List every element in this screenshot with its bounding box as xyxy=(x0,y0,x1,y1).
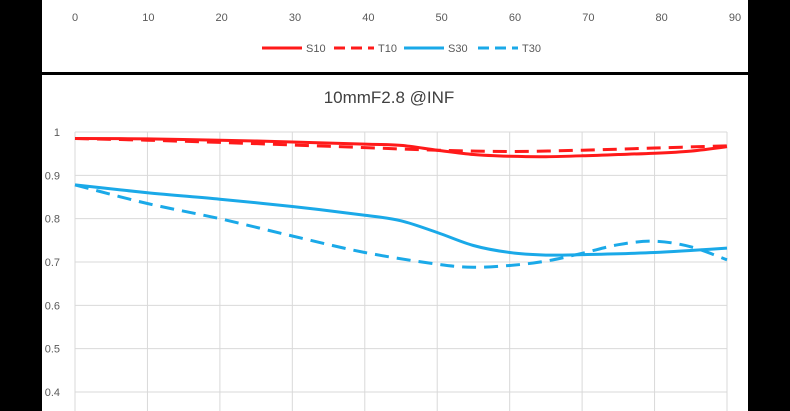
legend-label-t30: T30 xyxy=(522,43,541,55)
y-tick-label: 0.7 xyxy=(45,257,60,269)
y-tick-label: 0.5 xyxy=(45,344,60,356)
top-x-tick-label: 10 xyxy=(142,12,154,24)
top-x-tick-label: 60 xyxy=(509,12,521,24)
top-x-tick-label: 70 xyxy=(582,12,594,24)
legend-label-s10: S10 xyxy=(306,43,326,55)
y-tick-label: 0.8 xyxy=(45,214,60,226)
series-line-s10 xyxy=(74,137,728,159)
top-x-tick-label: 90 xyxy=(729,12,741,24)
y-tick-label: 0.9 xyxy=(45,170,60,182)
legend-label-s30: S30 xyxy=(448,43,468,55)
y-tick-label: 1 xyxy=(54,127,60,139)
top-x-tick-label: 80 xyxy=(656,12,668,24)
top-x-tick-label: 20 xyxy=(216,12,228,24)
chart-panel-background xyxy=(42,0,748,411)
bottom-chart-title: 10mmF2.8 @INF xyxy=(324,88,455,107)
legend-label-t10: T10 xyxy=(378,43,397,55)
bottom-chart-gridlines xyxy=(74,131,728,411)
series-line-t30 xyxy=(74,183,728,269)
top-x-tick-label: 50 xyxy=(436,12,448,24)
top-chart-legend: S10 T10 S30 T30 xyxy=(262,43,541,55)
chart-separator xyxy=(42,72,748,75)
top-x-tick-label: 0 xyxy=(72,12,78,24)
top-x-tick-label: 30 xyxy=(289,12,301,24)
bottom-chart-y-tick-labels: 0.4 0.5 0.6 0.7 0.8 0.9 1 xyxy=(45,127,60,399)
y-tick-label: 0.6 xyxy=(45,300,60,312)
top-x-tick-label: 40 xyxy=(362,12,374,24)
top-chart-x-tick-labels: 0 10 20 30 40 50 60 70 80 90 xyxy=(72,12,741,24)
bottom-chart-series-lines xyxy=(74,137,728,269)
y-tick-label: 0.4 xyxy=(45,387,60,399)
